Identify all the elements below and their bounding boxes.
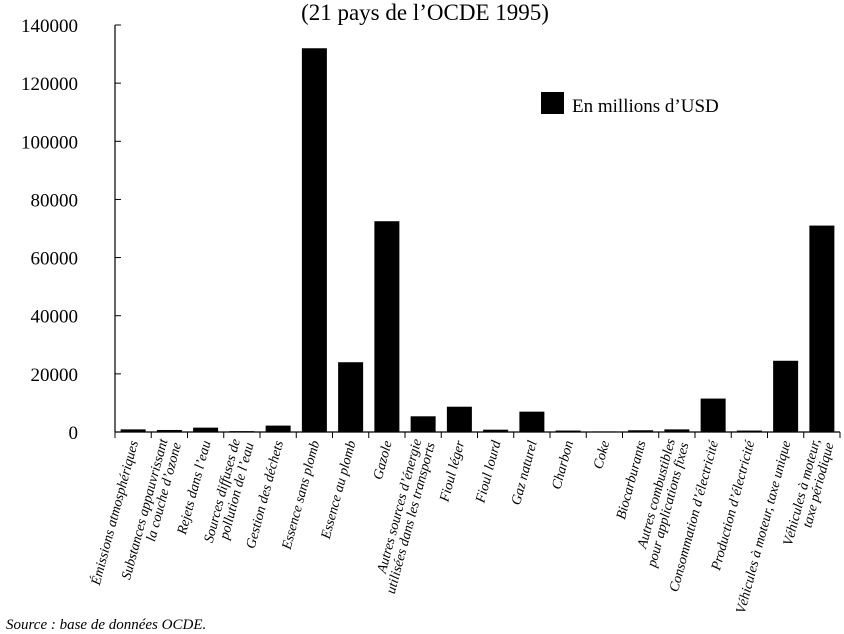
- source-note: Source : base de données OCDE.: [6, 617, 207, 633]
- y-tick-label: 120000: [21, 74, 78, 95]
- y-tick-label: 60000: [31, 249, 79, 270]
- x-axis: [114, 431, 841, 438]
- bar: [628, 430, 654, 432]
- bar: [156, 429, 182, 432]
- bar: [301, 48, 327, 432]
- bar: [700, 398, 726, 432]
- y-axis: 0 20000 40000 60000 80000 100000 120000 140000: [21, 16, 121, 444]
- chart-title: (21 pays de l’OCDE 1995): [301, 0, 549, 25]
- bar: [120, 429, 146, 432]
- bars: [120, 48, 835, 433]
- x-tick-label: Gaz naturel: [509, 439, 541, 507]
- bar: [193, 427, 219, 432]
- bar: [519, 411, 545, 432]
- bar: [736, 430, 762, 432]
- y-tick-label: 100000: [21, 132, 78, 153]
- x-tick-label: Gazole: [371, 439, 396, 481]
- bar: [555, 430, 581, 432]
- x-tick-label: Fioul léger: [437, 439, 468, 505]
- x-tick-label: Essence au plomb: [319, 439, 360, 541]
- bar: [410, 416, 436, 432]
- y-tick-label: 40000: [31, 307, 79, 328]
- x-tick-label: Charbon: [550, 439, 577, 491]
- bar: [374, 221, 400, 432]
- legend-label: En millions d’USD: [572, 96, 719, 117]
- legend-swatch: [541, 92, 564, 114]
- bar: [338, 362, 364, 432]
- bar: [664, 429, 690, 432]
- bar: [591, 431, 617, 433]
- bar: [446, 406, 472, 432]
- bar: [773, 360, 799, 432]
- x-tick-label: Essence sans plomb: [280, 439, 324, 552]
- bar: [483, 429, 509, 432]
- x-tick-label: Coke: [591, 439, 613, 471]
- y-tick-label: 20000: [31, 365, 79, 386]
- y-tick-label: 80000: [31, 190, 79, 211]
- legend: En millions d’USD: [541, 92, 719, 117]
- y-tick-label: 0: [69, 423, 79, 444]
- y-tick-label: 140000: [21, 16, 78, 37]
- bar: [809, 225, 835, 432]
- bar: [229, 431, 255, 433]
- bar: [265, 425, 291, 432]
- x-tick-label: Fioul lourd: [473, 438, 504, 505]
